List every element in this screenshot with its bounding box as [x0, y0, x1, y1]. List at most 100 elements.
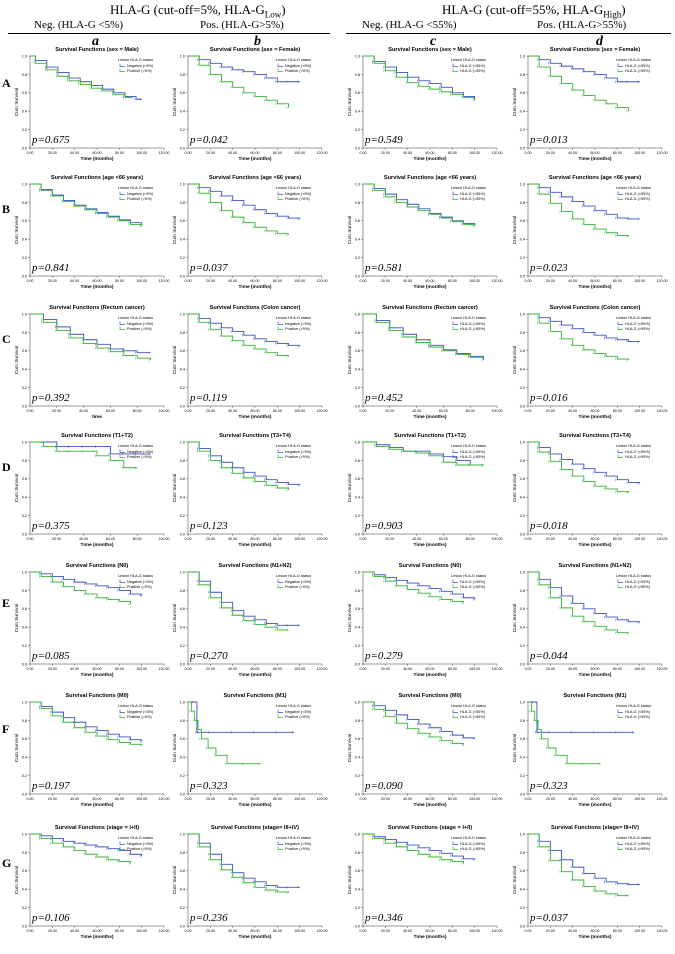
km-panel-Ab: Survival Functions (sex = Female) 0.0 0.2 0…	[170, 44, 330, 168]
y-tick-label: 0.4	[180, 238, 185, 242]
y-tick-label: 0.2	[180, 256, 185, 260]
km-chart-svg: Survival Functions (T1+T2) 0.0 0.2 0.4 0.6 0.…	[14, 433, 170, 548]
legend-swatch	[119, 846, 125, 850]
x-tick-label: 100.00	[469, 151, 480, 155]
x-tick-label: 40.00	[228, 409, 237, 413]
p-value: p=0.581	[364, 262, 403, 274]
survival-curve-positive	[528, 183, 629, 237]
y-tick-label: 0.4	[180, 626, 185, 630]
x-tick-label: 60.00	[591, 667, 600, 671]
x-tick-label: 80.00	[613, 929, 622, 933]
legend-title: Lesion HLA-G status	[616, 58, 651, 62]
km-chart-svg: Survival Functions (N1+N2) 0.0 0.2 0.4 0.6 0.…	[512, 563, 668, 678]
col-letter-b: b	[254, 34, 261, 49]
survival-curve-positive	[363, 313, 485, 360]
x-tick-label: 80.00	[448, 667, 457, 671]
x-tick-label: 80.00	[273, 929, 282, 933]
survival-curve-negative	[30, 833, 143, 857]
legend-entry: Positive (>5%)	[285, 197, 310, 201]
y-tick-label: 0.4	[520, 626, 525, 630]
legend-entry: HLA-G (<55%)	[460, 580, 486, 584]
x-tick-label: 0.00	[185, 537, 192, 541]
x-tick-label: 60.00	[426, 929, 435, 933]
survival-curve-negative	[188, 183, 301, 219]
y-tick-label: 0.0	[355, 792, 360, 796]
legend-title: Lesion HLA-G status	[276, 186, 311, 190]
chart-title: Survival Functions (Rectum cancer)	[382, 305, 478, 311]
y-tick-label: 0.2	[355, 514, 360, 518]
survival-curve-positive	[188, 183, 289, 235]
y-tick-label: 0.0	[520, 792, 525, 796]
x-tick-label: 40.00	[403, 151, 412, 155]
y-tick-label: 0.0	[22, 662, 27, 666]
x-tick-label: 20.00	[385, 409, 394, 413]
legend-entry: HLA-G (<55%)	[625, 450, 651, 454]
legend-swatch	[617, 63, 623, 67]
x-tick-label: 120.00	[657, 667, 668, 671]
x-tick-label: 20.00	[546, 151, 555, 155]
km-chart-svg: Survival Functions (M1) 0.0 0.2 0.4 0.6 0.8 1.…	[512, 693, 668, 808]
x-tick-label: 100.00	[634, 797, 645, 801]
p-value: p=0.085	[31, 650, 70, 662]
x-tick-label: 120.00	[657, 797, 668, 801]
y-tick-label: 0.0	[180, 662, 185, 666]
legend-entry: HLA-G (>55%)	[460, 455, 486, 459]
km-chart-svg: Survival Functions (M0) 0.0 0.2 0.4 0.6 0.8 1.…	[14, 693, 170, 808]
x-tick-label: 0.00	[360, 151, 367, 155]
legend-title: Lesion HLA-G status	[118, 316, 153, 320]
x-tick-label: 40.00	[568, 537, 577, 541]
y-axis-label: Cum Survival	[512, 604, 518, 633]
x-axis-label: Time (months)	[239, 414, 272, 420]
x-tick-label: 60.00	[251, 667, 260, 671]
y-tick-label: 0.8	[22, 201, 27, 205]
y-tick-label: 0.4	[355, 888, 360, 892]
legend-entry: HLA-G (>55%)	[625, 197, 651, 201]
legend-entry: Positive (>5%)	[127, 455, 152, 459]
legend-entry: HLA-G (>55%)	[460, 847, 486, 851]
x-axis-label: Time (months)	[239, 156, 272, 162]
y-tick-label: 0.2	[180, 644, 185, 648]
km-chart-svg: Survival Functions (Rectum cancer) 0.0 0.2…	[347, 305, 503, 420]
x-axis-label: Time (months)	[579, 284, 612, 290]
left-title-subscript: Low	[264, 9, 282, 20]
x-tick-label: 20.00	[206, 667, 215, 671]
y-axis-label: Cum Survival	[512, 346, 518, 375]
y-tick-label: 0.8	[355, 73, 360, 77]
x-tick-label: 120.00	[492, 667, 503, 671]
y-tick-label: 0.6	[22, 477, 27, 481]
x-tick-label: 100.00	[136, 667, 147, 671]
y-tick-label: 0.6	[22, 219, 27, 223]
legend-entry: HLA-G (<55%)	[460, 710, 486, 714]
legend-swatch	[119, 709, 125, 713]
x-tick-label: 80.00	[613, 537, 622, 541]
legend-swatch	[277, 196, 283, 200]
x-tick-label: 0.00	[525, 929, 532, 933]
y-tick-label: 0.0	[520, 274, 525, 278]
y-tick-label: 0.6	[180, 91, 185, 95]
x-tick-label: 40.00	[403, 929, 412, 933]
km-panel-Ed: Survival Functions (N1+N2) 0.0 0.2 0.4 0.6 0.…	[510, 560, 670, 684]
y-tick-label: 0.8	[22, 851, 27, 855]
km-chart-svg: Survival Functions (sex = Female) 0.0 0.2 0…	[512, 47, 668, 162]
p-value: p=0.452	[364, 392, 403, 404]
x-tick-label: 20.00	[381, 151, 390, 155]
p-value: p=0.675	[31, 134, 70, 146]
km-panel-Fb: Survival Functions (M1) 0.0 0.2 0.4 0.6 0.8 1.…	[170, 690, 330, 814]
legend-title: Lesion HLA-G status	[451, 186, 486, 190]
legend-title: Lesion HLA-G status	[276, 316, 311, 320]
x-tick-label: 100.00	[469, 929, 480, 933]
x-tick-label: 60.00	[106, 409, 115, 413]
y-tick-label: 0.0	[355, 662, 360, 666]
y-tick-label: 0.4	[22, 496, 27, 500]
chart-title: Survival Functions (stage= III+IV)	[211, 825, 299, 831]
y-axis-label: Cum Survival	[512, 88, 518, 117]
row-label-C: C	[2, 332, 11, 346]
y-axis-label: Cum Survival	[172, 216, 178, 245]
y-tick-label: 0.2	[520, 386, 525, 390]
km-chart-svg: Survival Functions (age <66 years) 0.0 0.2…	[512, 175, 668, 290]
x-tick-label: 60.00	[591, 797, 600, 801]
y-tick-label: 0.8	[180, 201, 185, 205]
y-tick-label: 0.8	[180, 73, 185, 77]
y-tick-label: 0.0	[355, 274, 360, 278]
legend-swatch	[277, 68, 283, 72]
